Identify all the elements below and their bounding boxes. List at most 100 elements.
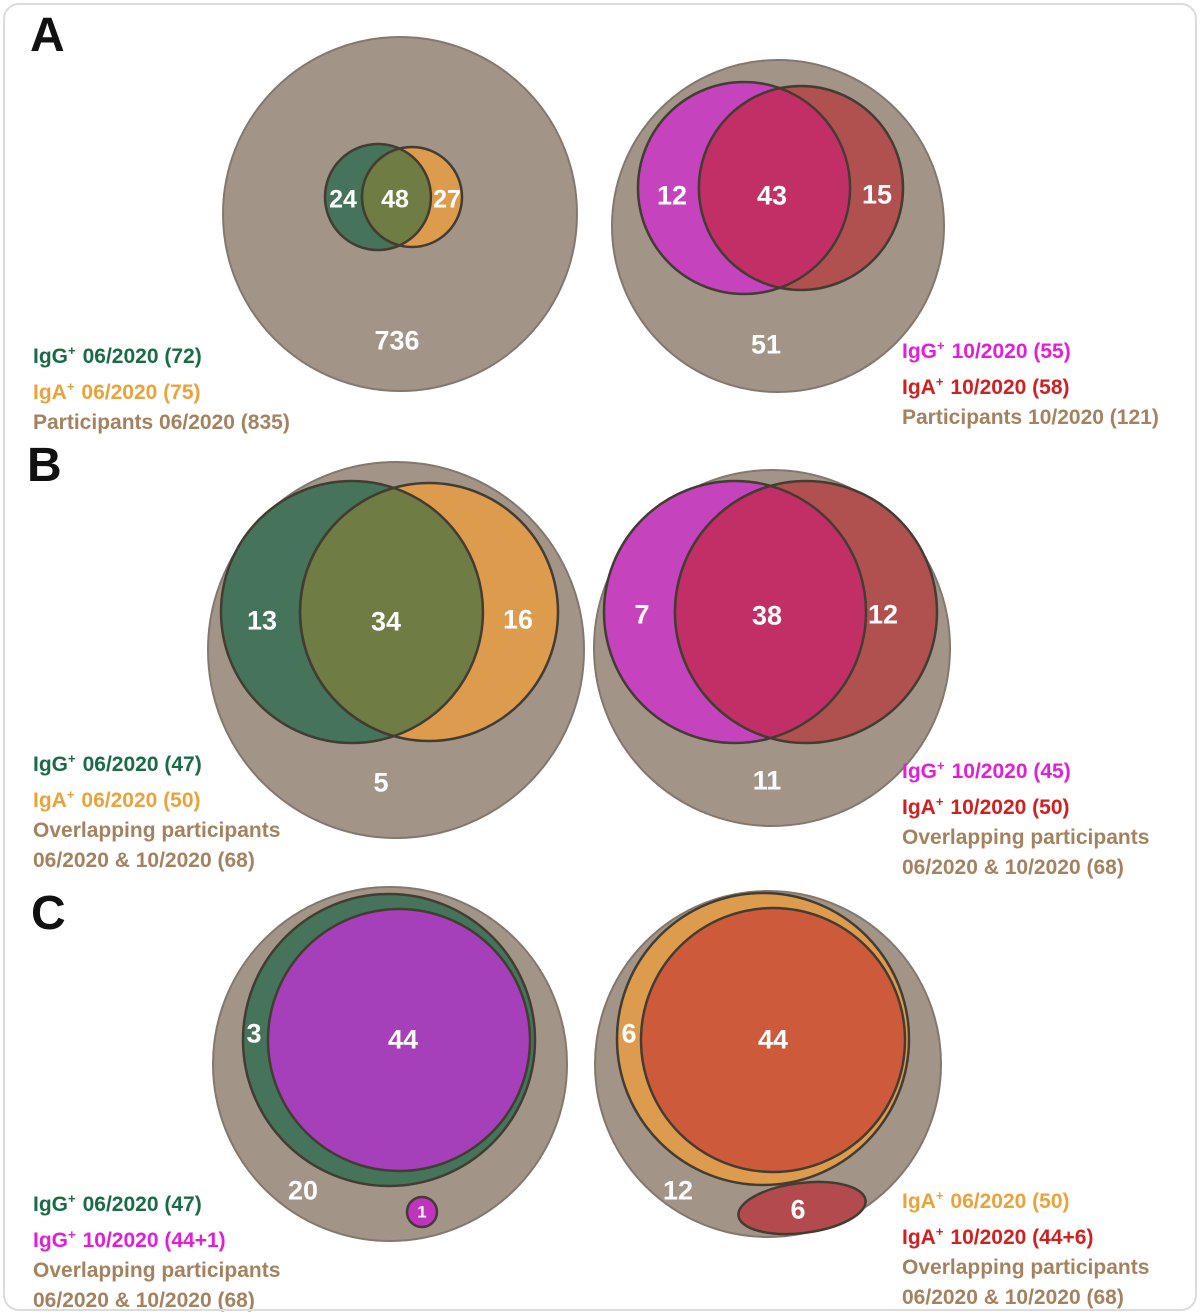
date-count-label: 06/2020 (50) [81,789,201,812]
legend-b-right-participants-2: 06/2020 & 10/2020 (68) [902,856,1124,879]
date-count-label: 10/2020 (45) [951,760,1071,783]
legend-a-right-iga: IgA+ 10/2020 (58) [902,367,1159,403]
date-count-label: 10/2020 (44+1) [82,1229,226,1252]
legend-a-right-participants: Participants 10/2020 (121) [902,406,1159,429]
count-c-left-outside: 20 [287,1175,319,1206]
legend-b-left-participants-1: Overlapping participants [33,819,281,842]
count-a-right-overlap: 43 [756,180,788,211]
a-right-overlap-lens [697,86,852,290]
count-b-right-overlap: 38 [751,600,783,631]
iso-label: IgA [902,376,936,399]
count-b-right-iga-only: 12 [867,599,899,630]
legend-c-left-igg-0620: IgG+ 06/2020 (47) [33,1184,280,1220]
date-count-label: 06/2020 (75) [81,381,201,404]
iso-label: IgA [902,1226,936,1249]
iso-label: IgG [33,1229,68,1252]
iso-label: IgA [33,789,67,812]
legend-b-left-iga: IgA+ 06/2020 (50) [33,780,280,816]
count-a-right-iga-only: 15 [861,179,893,210]
c-left-igg-1020-circle [266,907,532,1173]
count-b-right-outside: 11 [752,765,782,796]
panel-label-a: A [30,9,65,62]
panel-label-b: B [27,439,62,492]
c-left-igg-1020-extra-badge [405,1195,439,1229]
a-left-overlap-lens [360,147,433,247]
legend-a-right-igg: IgG+ 10/2020 (55) [902,331,1159,367]
plus-sup: + [935,1188,944,1203]
date-count-label: 10/2020 (44+6) [950,1226,1094,1249]
iso-label: IgA [902,796,936,819]
legend-c-right-iga-1020: IgA+ 10/2020 (44+6) [902,1217,1149,1253]
plus-sup: + [66,379,75,394]
iso-label: IgG [33,345,68,368]
count-a-left-iga-only: 27 [433,185,461,214]
count-c-left-ring-only: 3 [246,1018,262,1049]
date-count-label: 10/2020 (50) [950,796,1070,819]
legend-c-right: IgA+ 06/2020 (50) IgA+ 10/2020 (44+6) Over… [902,1181,1149,1313]
count-b-left-overlap: 34 [370,606,402,637]
count-a-left-overlap: 48 [381,185,409,214]
date-count-label: 10/2020 (58) [950,376,1070,399]
panel-label-c: C [31,887,66,940]
plus-sup: + [935,374,944,389]
iso-label: IgG [33,1193,68,1216]
count-b-right-igg-only: 7 [634,599,650,630]
legend-b-right-participants-1: Overlapping participants [902,826,1150,849]
legend-b-left-igg: IgG+ 06/2020 (47) [33,744,280,780]
date-count-label: 06/2020 (50) [950,1190,1070,1213]
count-c-right-ring-only: 6 [621,1018,637,1049]
legend-b-left-participants-2: 06/2020 & 10/2020 (68) [33,849,255,872]
count-c-left-inner: 44 [387,1024,419,1055]
count-b-left-igg-only: 13 [246,605,278,636]
legend-b-right-igg: IgG+ 10/2020 (45) [902,751,1149,787]
count-b-left-outside: 5 [373,767,389,798]
plus-sup: + [937,758,945,773]
plus-sup: + [935,794,944,809]
count-c-right-outside: 12 [662,1175,694,1206]
legend-c-right-participants-2: 06/2020 & 10/2020 (68) [902,1286,1124,1309]
legend-a-right: IgG+ 10/2020 (55) IgA+ 10/2020 (58) Partic… [902,331,1159,433]
date-count-label: 06/2020 (72) [82,345,202,368]
c-right-iga-1020-extra-ellipse [737,1180,867,1236]
legend-b-right-iga: IgA+ 10/2020 (50) [902,787,1149,823]
legend-c-right-iga-0620: IgA+ 06/2020 (50) [902,1181,1149,1217]
iso-label: IgG [33,753,68,776]
count-c-left-badge: 1 [417,1202,427,1222]
legend-c-left-participants-1: Overlapping participants [33,1259,281,1282]
c-right-iga-1020-circle [639,906,907,1174]
count-a-right-igg-only: 12 [656,180,688,211]
iso-label: IgG [902,760,937,783]
count-a-right-outside: 51 [750,329,782,360]
count-b-left-iga-only: 16 [502,604,534,635]
legend-b-left: IgG+ 06/2020 (47) IgA+ 06/2020 (50) Overla… [33,744,280,876]
plus-sup: + [68,1191,76,1206]
count-a-left-outside: 736 [374,325,420,356]
legend-c-left-participants-2: 06/2020 & 10/2020 (68) [33,1289,255,1312]
legend-c-left-igg-1020: IgG+ 10/2020 (44+1) [33,1220,280,1256]
date-count-label: 06/2020 (47) [82,753,202,776]
iso-label: IgA [33,381,67,404]
iso-label: IgA [902,1190,936,1213]
plus-sup: + [68,1227,76,1242]
legend-a-left-iga: IgA+ 06/2020 (75) [33,372,290,408]
plus-sup: + [68,751,76,766]
date-count-label: 10/2020 (55) [951,340,1071,363]
legend-a-left: IgG+ 06/2020 (72) IgA+ 06/2020 (75) Partic… [33,336,290,438]
plus-sup: + [935,1224,944,1239]
plus-sup: + [66,787,75,802]
count-c-right-inner: 44 [757,1024,789,1055]
legend-a-left-igg: IgG+ 06/2020 (72) [33,336,290,372]
count-a-left-igg-only: 24 [329,185,357,214]
iso-label: IgG [902,340,937,363]
plus-sup: + [68,343,76,358]
plus-sup: + [937,338,945,353]
legend-c-right-participants-1: Overlapping participants [902,1256,1150,1279]
date-count-label: 06/2020 (47) [82,1193,202,1216]
legend-a-left-participants: Participants 06/2020 (835) [33,411,290,434]
legend-c-left: IgG+ 06/2020 (47) IgG+ 10/2020 (44+1) Over… [33,1184,280,1314]
count-c-right-badge: 6 [790,1194,806,1225]
b-left-overlap-lens [298,486,485,738]
legend-b-right: IgG+ 10/2020 (45) IgA+ 10/2020 (50) Overla… [902,751,1149,883]
